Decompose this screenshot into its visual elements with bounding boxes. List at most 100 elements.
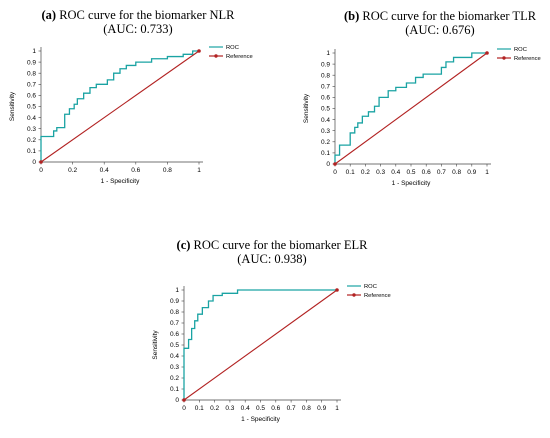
legend-marker-reference (352, 293, 356, 297)
y-tick-label: 0.8 (27, 70, 36, 77)
x-axis-label: 1 - Specificity (241, 416, 280, 423)
y-tick-label: 1 (32, 48, 36, 55)
x-tick-label: 0.4 (391, 169, 400, 176)
title-text: ROC curve for the biomarker TLR (362, 9, 536, 23)
x-tick-label: 0.3 (376, 169, 385, 176)
x-tick-label: 0.7 (287, 405, 296, 412)
x-tick-label: 0.6 (131, 167, 140, 174)
y-tick-label: 0.9 (27, 59, 36, 66)
y-tick-label: 1 (175, 287, 179, 294)
y-tick-label: 0.3 (170, 364, 179, 371)
x-tick-label: 1 (197, 167, 201, 174)
y-tick-label: 0.1 (321, 150, 330, 157)
chart-title: (c) ROC curve for the biomarker ELR (177, 238, 369, 252)
legend-label-reference: Reference (226, 54, 253, 60)
x-tick-label: 0.2 (210, 405, 219, 412)
title-text: ROC curve for the biomarker ELR (194, 238, 369, 252)
legend-label-reference: Reference (364, 293, 391, 299)
x-axis-label: 1 - Specificity (101, 178, 140, 185)
y-tick-label: 0 (175, 397, 179, 404)
x-tick-label: 0.2 (68, 167, 77, 174)
panel-label: (a) (41, 8, 59, 22)
x-axis-label: 1 - Specificity (392, 180, 431, 187)
y-tick-label: 0.2 (170, 375, 179, 382)
y-axis-label: Sensitivity (303, 93, 310, 123)
series-line-roc (40, 50, 199, 162)
chart-title: (a) ROC curve for the biomarker NLR (41, 8, 235, 22)
legend-marker-reference (502, 56, 506, 60)
reference-endpoint-marker (335, 288, 339, 292)
y-tick-label: 0.1 (170, 386, 179, 393)
y-tick-label: 0.4 (27, 115, 36, 122)
reference-endpoint-marker (333, 162, 337, 166)
y-tick-label: 0.3 (27, 126, 36, 133)
reference-endpoint-marker (39, 160, 43, 164)
x-tick-label: 0.3 (225, 405, 234, 412)
x-tick-label: 0 (39, 167, 43, 174)
x-tick-label: 0.7 (437, 169, 446, 176)
y-tick-label: 0.7 (170, 320, 179, 327)
y-tick-label: 0.7 (27, 82, 36, 89)
series-line-reference (183, 289, 338, 401)
panel-label: (b) (344, 9, 362, 23)
x-tick-label: 0.5 (406, 169, 415, 176)
roc-panel-a: (a) ROC curve for the biomarker NLR(AUC:… (9, 8, 253, 185)
x-tick-label: 1 (485, 169, 489, 176)
y-tick-label: 0.5 (27, 104, 36, 111)
y-axis-label: Sensitivity (9, 91, 16, 121)
x-tick-label: 0 (182, 405, 186, 412)
x-tick-label: 0.5 (256, 405, 265, 412)
x-tick-label: 0.4 (241, 405, 250, 412)
series-line-roc (334, 52, 487, 164)
y-axis-label: Sensitivity (152, 330, 159, 360)
series-line-reference (334, 52, 488, 165)
series-line-reference (40, 50, 200, 163)
y-tick-label: 0.5 (321, 106, 330, 113)
y-tick-label: 0.4 (321, 117, 330, 124)
y-tick-label: 0.7 (321, 84, 330, 91)
y-tick-label: 0.8 (321, 72, 330, 79)
x-tick-label: 0.1 (195, 405, 204, 412)
chart-subtitle: (AUC: 0.733) (103, 22, 172, 36)
y-tick-label: 0.1 (27, 148, 36, 155)
y-tick-label: 0 (326, 161, 330, 168)
x-tick-label: 0 (333, 169, 337, 176)
y-tick-label: 0.9 (170, 298, 179, 305)
legend-label-roc: ROC (364, 284, 377, 290)
y-tick-label: 0.6 (321, 95, 330, 102)
chart-subtitle: (AUC: 0.938) (237, 252, 306, 266)
legend-marker-reference (214, 54, 218, 58)
x-tick-label: 0.8 (302, 405, 311, 412)
roc-panel-b: (b) ROC curve for the biomarker TLR(AUC:… (303, 9, 541, 187)
x-tick-label: 0.9 (467, 169, 476, 176)
x-tick-label: 0.8 (163, 167, 172, 174)
y-tick-label: 1 (326, 50, 330, 57)
y-tick-label: 0.6 (170, 331, 179, 338)
legend-label-roc: ROC (514, 47, 527, 53)
y-tick-label: 0.9 (321, 61, 330, 68)
x-tick-label: 0.9 (317, 405, 326, 412)
x-tick-label: 0.2 (361, 169, 370, 176)
y-tick-label: 0.4 (170, 353, 179, 360)
panel-label: (c) (177, 238, 194, 252)
legend-label-roc: ROC (226, 45, 239, 51)
legend-label-reference: Reference (514, 56, 541, 62)
roc-panel-c: (c) ROC curve for the biomarker ELR(AUC:… (152, 238, 391, 423)
x-tick-label: 0.6 (422, 169, 431, 176)
x-tick-label: 0.1 (346, 169, 355, 176)
y-tick-label: 0.5 (170, 342, 179, 349)
y-tick-label: 0.2 (321, 139, 330, 146)
chart-title: (b) ROC curve for the biomarker TLR (344, 9, 537, 23)
reference-endpoint-marker (485, 51, 489, 55)
title-text: ROC curve for the biomarker NLR (59, 8, 235, 22)
reference-endpoint-marker (197, 49, 201, 53)
x-tick-label: 0.8 (452, 169, 461, 176)
series-line-roc (183, 289, 337, 400)
reference-endpoint-marker (182, 398, 186, 402)
y-tick-label: 0 (32, 159, 36, 166)
y-tick-label: 0.3 (321, 128, 330, 135)
x-tick-label: 0.6 (271, 405, 280, 412)
x-tick-label: 0.4 (100, 167, 109, 174)
x-tick-label: 1 (335, 405, 339, 412)
